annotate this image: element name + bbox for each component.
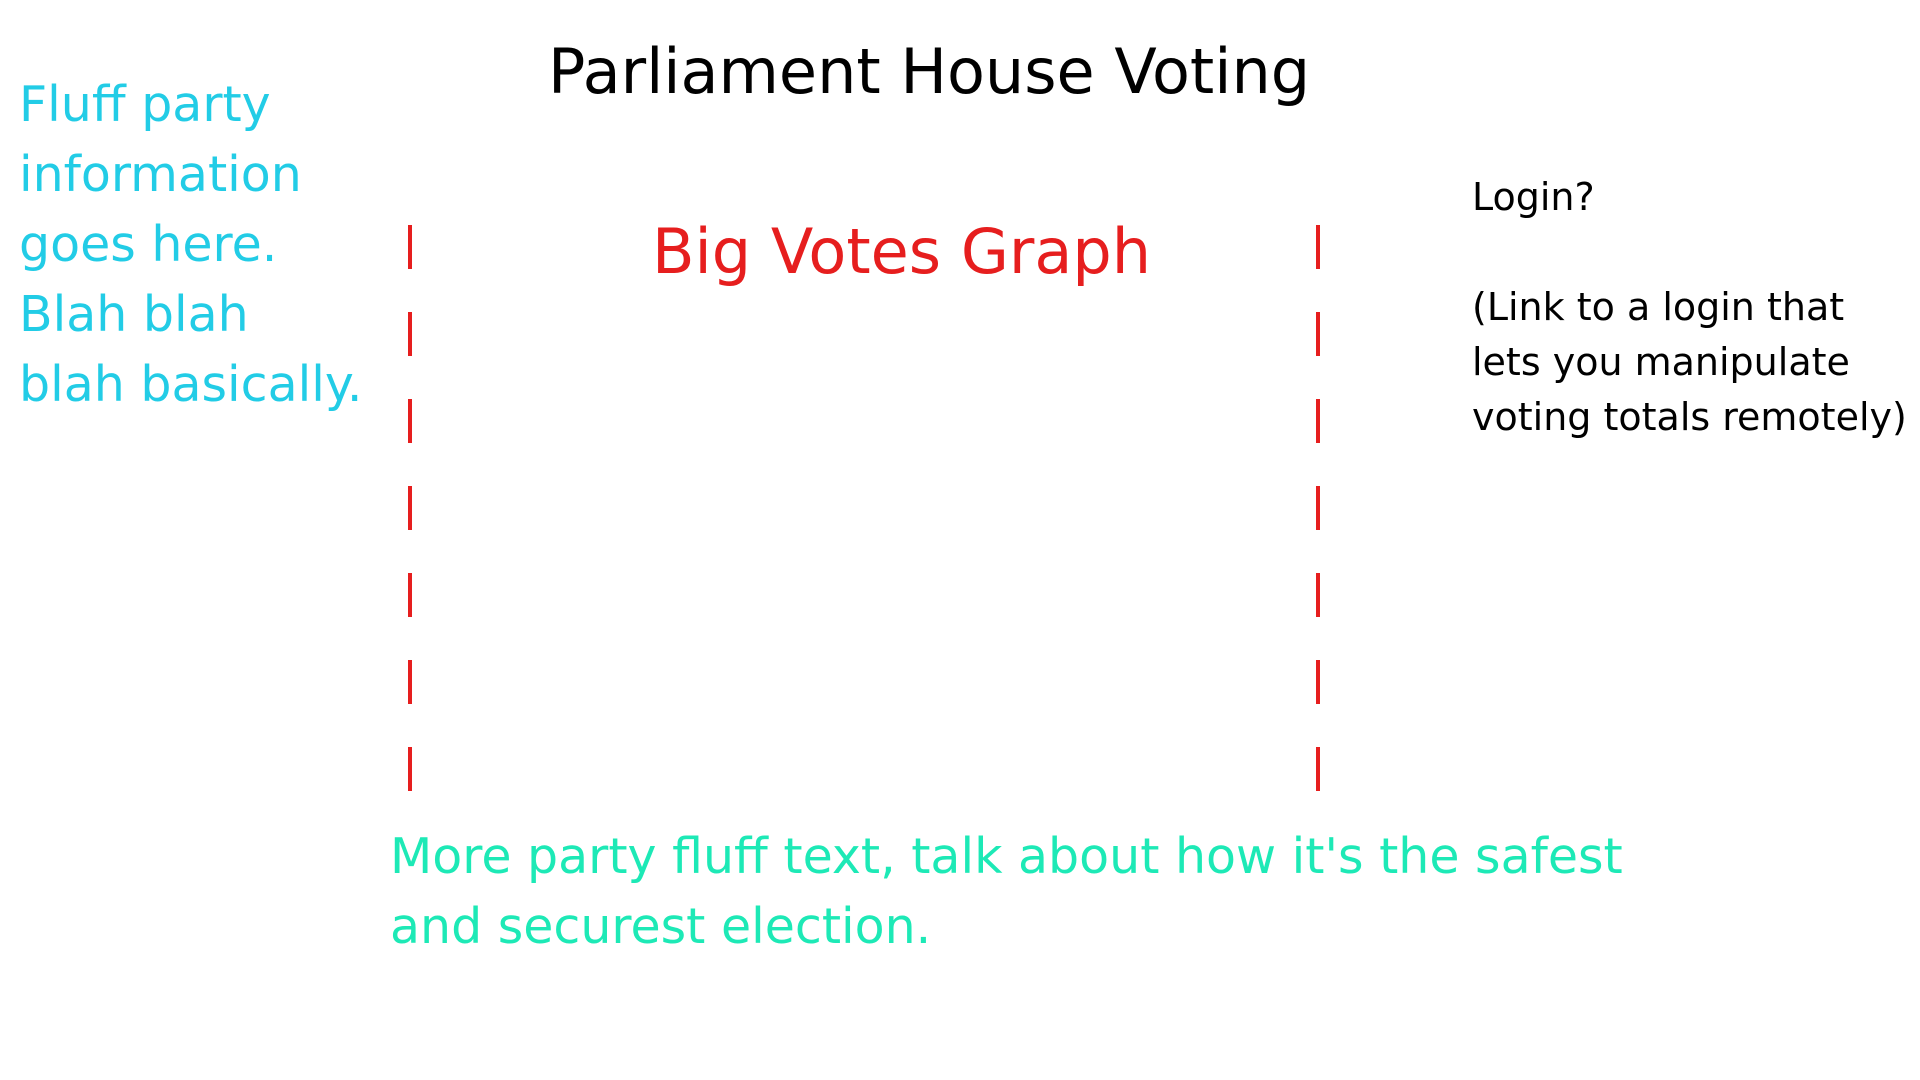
login-link[interactable]: Login? bbox=[1472, 175, 1595, 219]
login-section: Login? (Link to a login that lets you ma… bbox=[1472, 115, 1907, 500]
page-title: Parliament House Voting bbox=[548, 35, 1311, 108]
party-info-text: Fluff party information goes here. Blah … bbox=[19, 76, 363, 413]
login-description: (Link to a login that lets you manipulat… bbox=[1472, 285, 1907, 439]
graph-heading: Big Votes Graph bbox=[652, 215, 1151, 288]
party-fluff-footer-text: More party fluff text, talk about how it… bbox=[390, 828, 1623, 955]
